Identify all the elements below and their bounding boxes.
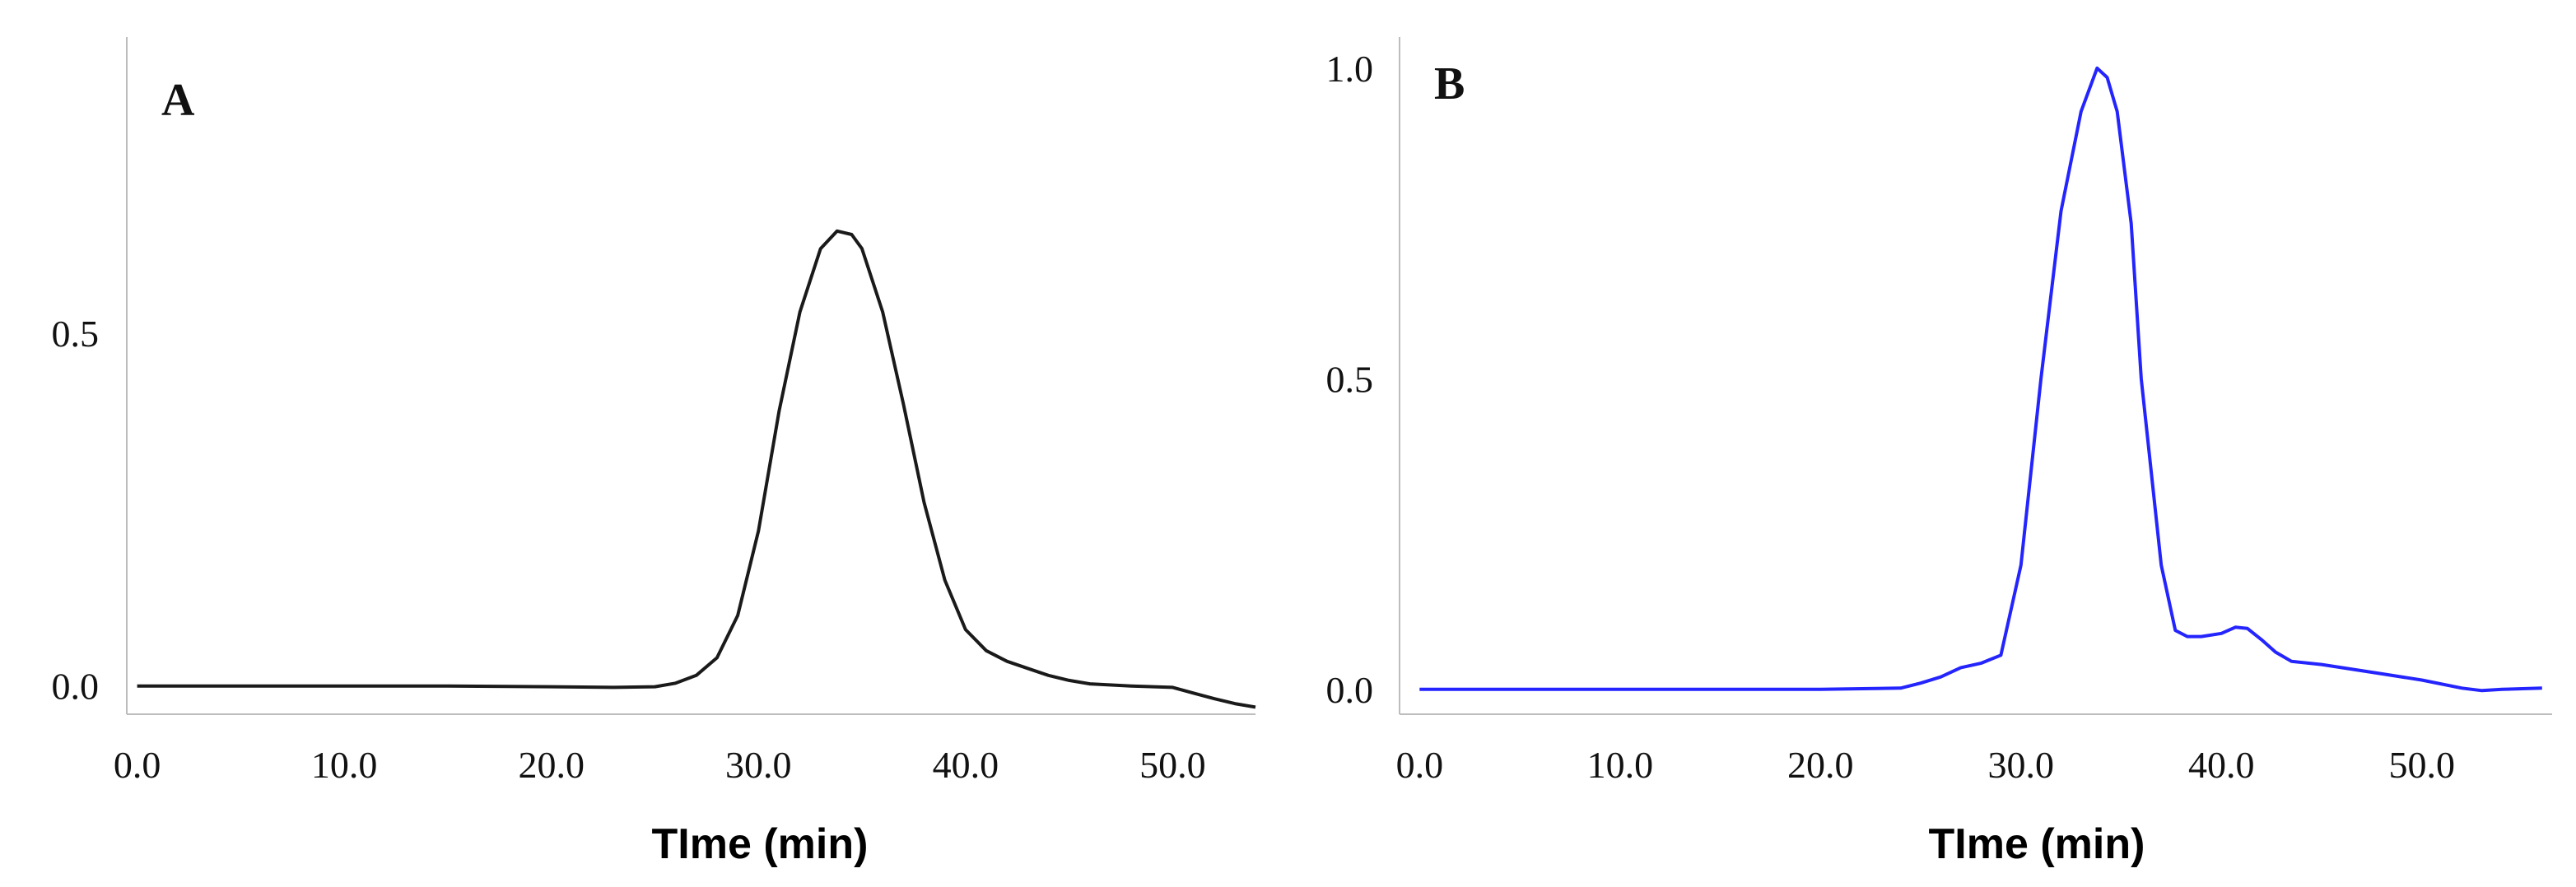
panel-b-x-tick-label: 10.0 [1587,744,1654,786]
panel-a-y-tick-label: 0.0 [52,666,100,708]
panel-a-x-tick-label: 40.0 [933,744,999,786]
panel-b-label: B [1434,58,1465,109]
panel-a-x-tick-label: 10.0 [311,744,378,786]
panel-a-x-tick-label: 30.0 [725,744,792,786]
panel-a-x-axis-title: TIme (min) [652,820,869,868]
panel-b: 0.0 10.0 20.0 30.0 40.0 50.0 0.0 0.5 1.0 B TIme… [1326,37,2552,868]
panel-b-x-ticks: 0.0 10.0 20.0 30.0 40.0 50.0 [1396,744,2455,786]
panel-a-x-tick-label: 0.0 [114,744,161,786]
panel-b-x-tick-label: 30.0 [1988,744,2055,786]
panel-b-x-tick-label: 0.0 [1396,744,1444,786]
panel-a-x-tick-label: 50.0 [1139,744,1206,786]
panel-a: 0.0 10.0 20.0 30.0 40.0 50.0 0.0 0.5 A TIme (m… [52,37,1256,868]
panel-a-y-ticks: 0.0 0.5 [52,313,100,708]
panel-a-y-tick-label: 0.5 [52,313,100,355]
panel-b-x-tick-label: 50.0 [2388,744,2455,786]
panel-b-y-tick-label: 0.5 [1326,358,1374,400]
panel-b-x-axis-title: TIme (min) [1929,820,2145,868]
panel-b-y-tick-label: 1.0 [1326,48,1374,90]
panel-a-series-line [137,229,1256,709]
panel-b-y-ticks: 0.0 0.5 1.0 [1326,48,1374,711]
panel-b-y-tick-label: 0.0 [1326,669,1374,711]
panel-a-x-ticks: 0.0 10.0 20.0 30.0 40.0 50.0 [114,744,1206,786]
panel-b-x-tick-label: 20.0 [1787,744,1854,786]
panel-b-series-line [1419,66,2542,693]
panel-a-x-tick-label: 20.0 [518,744,585,786]
panel-a-label: A [161,75,195,126]
panel-b-x-tick-label: 40.0 [2188,744,2255,786]
